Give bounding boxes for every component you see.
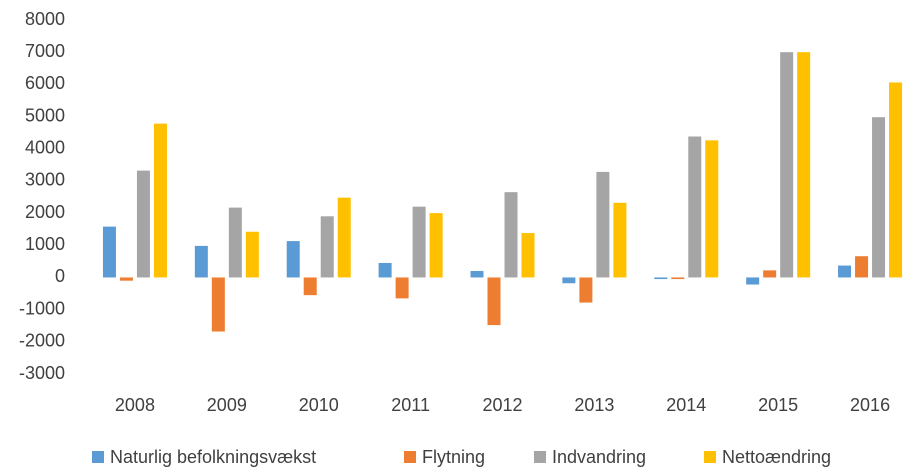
legend-label: Flytning (422, 447, 485, 467)
x-tick-label: 2014 (666, 395, 706, 415)
bar (872, 117, 886, 278)
bar (487, 277, 501, 326)
y-tick-label: 2000 (25, 202, 65, 222)
bar (889, 82, 903, 278)
legend-label: Nettoændring (722, 447, 831, 467)
bar (245, 231, 259, 278)
bar (470, 271, 484, 278)
bar (613, 202, 627, 278)
y-tick-label: 1000 (25, 234, 65, 254)
legend-label: Indvandring (552, 447, 646, 467)
bar (504, 192, 518, 278)
y-tick-label: 3000 (25, 170, 65, 190)
y-tick-label: -1000 (19, 298, 65, 318)
bar (429, 213, 443, 278)
bar (763, 270, 777, 278)
legend-swatch (534, 451, 546, 463)
bar (136, 170, 150, 278)
bar (337, 197, 351, 278)
bar (286, 241, 300, 278)
bar (579, 277, 593, 303)
y-tick-label: 5000 (25, 105, 65, 125)
y-tick-label: 6000 (25, 73, 65, 93)
x-tick-label: 2010 (299, 395, 339, 415)
bar (395, 277, 409, 299)
legend-swatch (92, 451, 104, 463)
bar (855, 256, 869, 278)
y-tick-label: -3000 (19, 363, 65, 383)
bar (378, 262, 392, 278)
bar (194, 245, 208, 278)
bar (211, 277, 225, 332)
x-tick-label: 2012 (482, 395, 522, 415)
bar (688, 136, 702, 278)
bar (671, 277, 685, 280)
bar (838, 265, 852, 278)
y-tick-label: 0 (55, 266, 65, 286)
x-tick-label: 2015 (758, 395, 798, 415)
bar (596, 171, 610, 278)
bar (562, 277, 576, 284)
bar (521, 233, 535, 278)
bar (102, 226, 116, 278)
y-tick-label: 7000 (25, 41, 65, 61)
legend-swatch (704, 451, 716, 463)
bar (705, 140, 719, 278)
x-tick-label: 2008 (115, 395, 155, 415)
bar (119, 277, 133, 281)
x-tick-label: 2013 (574, 395, 614, 415)
bar (797, 52, 811, 278)
bar (303, 277, 317, 296)
y-tick-label: 8000 (25, 9, 65, 29)
bar (780, 52, 794, 278)
y-tick-label: -2000 (19, 331, 65, 351)
x-tick-label: 2011 (391, 395, 430, 415)
legend-swatch (404, 451, 416, 463)
x-tick-label: 2009 (207, 395, 247, 415)
bar (228, 207, 242, 278)
bar (746, 277, 760, 285)
x-tick-label: 2016 (850, 395, 890, 415)
bar (412, 206, 426, 278)
legend-label: Naturlig befolkningsvækst (110, 447, 316, 467)
y-tick-label: 4000 (25, 137, 65, 157)
bar (153, 123, 167, 278)
bar (654, 277, 668, 280)
bar (320, 216, 334, 278)
